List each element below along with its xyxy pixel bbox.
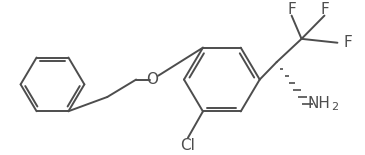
Text: F: F xyxy=(287,2,296,17)
Text: O: O xyxy=(146,72,158,87)
Text: NH: NH xyxy=(308,96,330,111)
Text: Cl: Cl xyxy=(181,138,195,153)
Text: 2: 2 xyxy=(331,102,339,112)
Text: F: F xyxy=(320,2,329,17)
Text: F: F xyxy=(343,35,352,50)
